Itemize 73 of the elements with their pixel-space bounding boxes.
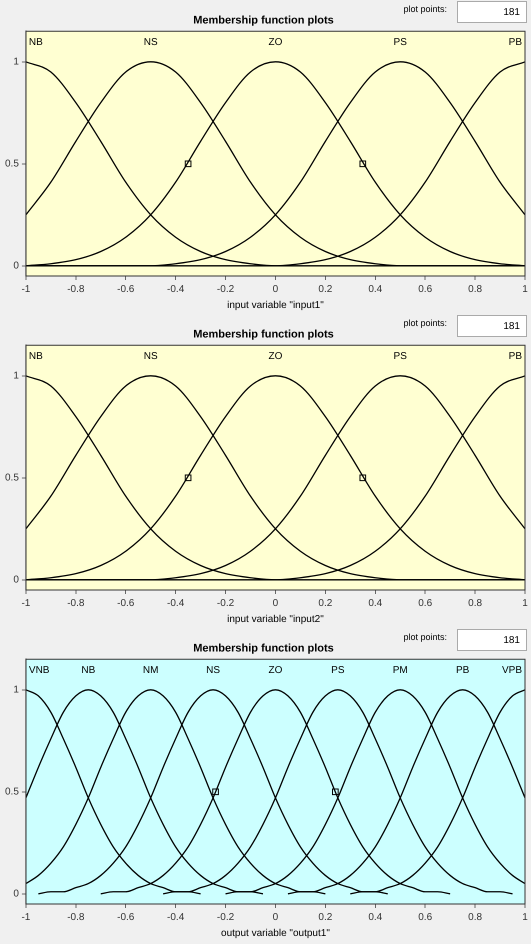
x-tick-label: 0.4 bbox=[368, 284, 383, 295]
y-tick-label: 1 bbox=[13, 56, 20, 68]
series-label: NM bbox=[142, 664, 158, 676]
x-tick-label: -0.8 bbox=[67, 598, 85, 609]
y-tick-label: 0 bbox=[13, 260, 20, 272]
x-tick-label: 0 bbox=[272, 912, 279, 923]
y-tick-label: 1 bbox=[13, 370, 20, 382]
text: plot points: bbox=[403, 318, 447, 328]
series-label: PS bbox=[394, 350, 408, 362]
x-tick-label: 0.8 bbox=[468, 598, 482, 609]
y-tick-label: 0 bbox=[13, 888, 20, 900]
x-tick-label: -1 bbox=[21, 598, 31, 609]
x-tick-label: -0.8 bbox=[67, 912, 85, 923]
x-tick-label: -0.4 bbox=[167, 284, 185, 295]
x-tick-label: -0.2 bbox=[216, 912, 235, 923]
x-tick-label: 0.2 bbox=[318, 598, 333, 609]
chart-title: Membership function plots bbox=[193, 328, 334, 341]
y-tick-label: 0.5 bbox=[4, 786, 20, 798]
y-tick-label: 0.5 bbox=[4, 472, 20, 484]
series-label: VPB bbox=[502, 664, 522, 676]
x-tick-label: -1 bbox=[21, 284, 31, 295]
x-tick-label: 0.2 bbox=[318, 912, 333, 923]
x-tick-label: -0.2 bbox=[216, 598, 235, 609]
series-label: PB bbox=[456, 664, 470, 676]
x-tick-label: -0.6 bbox=[117, 912, 135, 923]
x-tick-label: 0.8 bbox=[468, 912, 482, 923]
series-label: ZO bbox=[268, 350, 283, 362]
x-tick-label: 0.6 bbox=[418, 912, 433, 923]
x-tick-label: -0.8 bbox=[67, 284, 85, 295]
text: plot points: bbox=[403, 4, 447, 14]
plot-points-field: 181 bbox=[457, 315, 527, 337]
plot-points-field: 181 bbox=[457, 1, 527, 23]
plot-points-field: 181 bbox=[457, 629, 527, 651]
x-tick-label: 0 bbox=[272, 598, 279, 609]
series-label: PS bbox=[394, 36, 408, 48]
x-tick-label: 0 bbox=[272, 284, 279, 295]
x-tick-label: -0.6 bbox=[117, 284, 135, 295]
series-label: PB bbox=[508, 350, 522, 362]
series-label: NB bbox=[28, 36, 44, 48]
x-tick-label: 0.4 bbox=[368, 912, 383, 923]
chart-title: Membership function plots bbox=[193, 642, 334, 655]
x-tick-label: 0.2 bbox=[318, 284, 333, 295]
x-axis-title: input variable "input2" bbox=[227, 614, 324, 625]
series-label: PS bbox=[331, 664, 345, 676]
y-tick-label: 0.5 bbox=[4, 158, 20, 170]
y-tick-label: 1 bbox=[13, 684, 20, 696]
x-tick-label: 0.4 bbox=[368, 598, 383, 609]
y-tick-label: 0 bbox=[13, 574, 20, 586]
x-axis-title: output variable "output1" bbox=[221, 928, 330, 939]
x-tick-label: -0.4 bbox=[167, 598, 185, 609]
x-tick-label: -0.2 bbox=[216, 284, 235, 295]
series-label: NS bbox=[144, 36, 158, 48]
x-tick-label: 1 bbox=[522, 284, 528, 295]
x-tick-label: -0.6 bbox=[117, 598, 135, 609]
chart-title: Membership function plots bbox=[193, 14, 334, 27]
series-label: ZO bbox=[268, 664, 283, 676]
x-tick-label: 1 bbox=[522, 598, 528, 609]
series-label: NS bbox=[206, 664, 220, 676]
text: plot points: bbox=[403, 632, 447, 642]
series-label: NB bbox=[28, 350, 44, 362]
series-label: ZO bbox=[268, 36, 283, 48]
series-label: NS bbox=[144, 350, 158, 362]
x-axis-title: input variable "input1" bbox=[227, 300, 324, 311]
series-label: PM bbox=[392, 664, 408, 676]
x-tick-label: -0.4 bbox=[167, 912, 185, 923]
x-tick-label: -1 bbox=[21, 912, 31, 923]
x-tick-label: 0.8 bbox=[468, 284, 482, 295]
x-tick-label: 1 bbox=[522, 912, 528, 923]
series-label: VNB bbox=[28, 664, 50, 676]
series-label: NB bbox=[81, 664, 96, 676]
series-label: PB bbox=[508, 36, 522, 48]
x-tick-label: 0.6 bbox=[418, 284, 433, 295]
x-tick-label: 0.6 bbox=[418, 598, 433, 609]
